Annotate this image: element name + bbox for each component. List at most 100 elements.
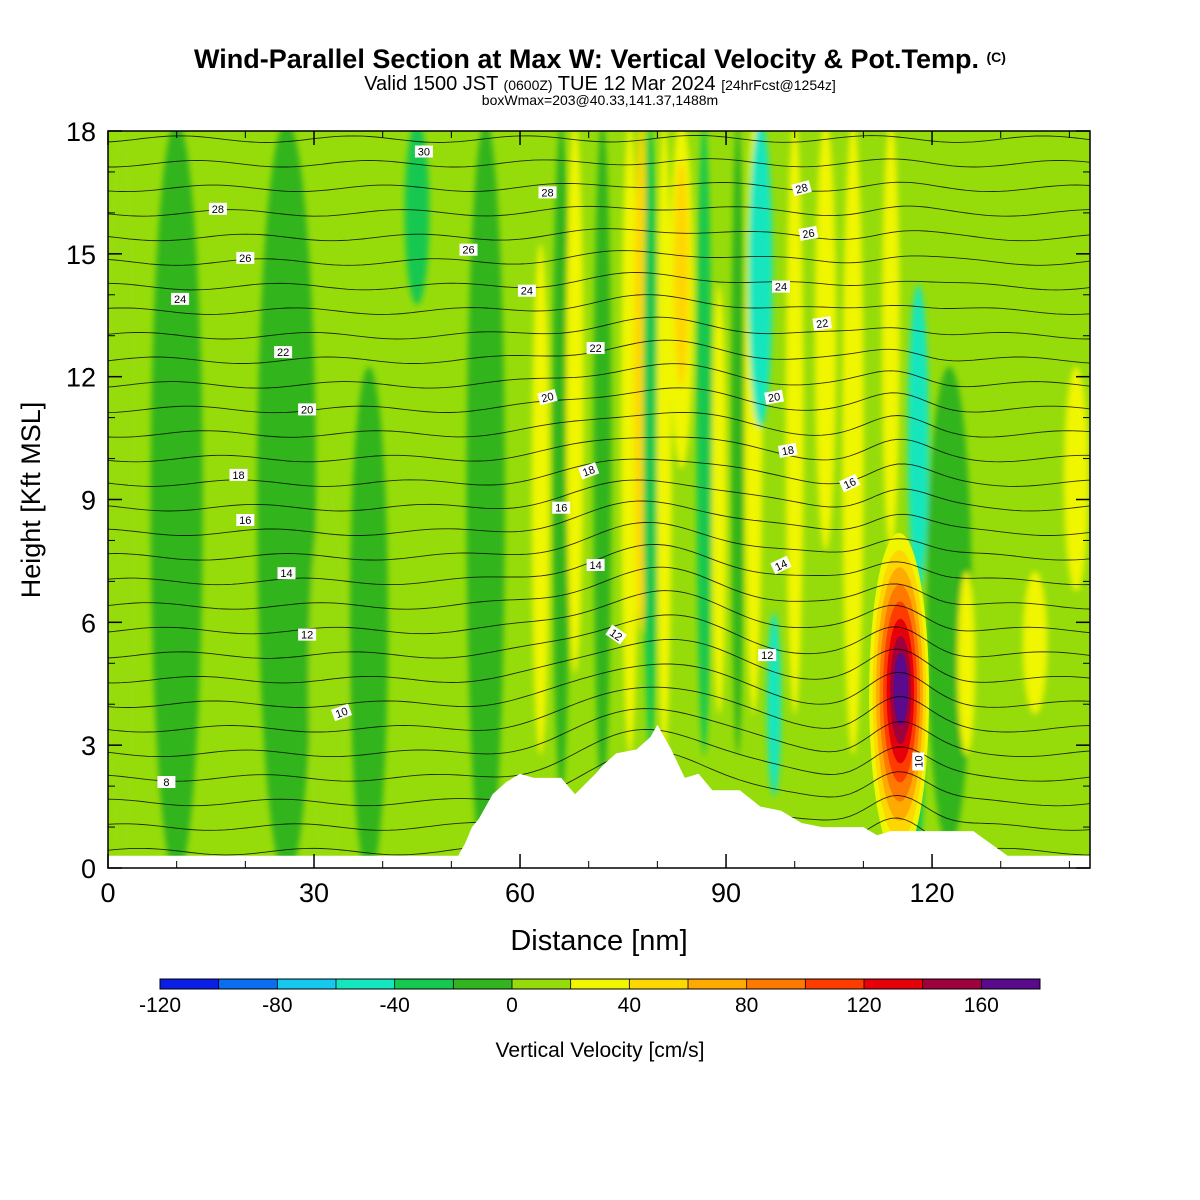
forecast-info: [24hrFcst@1254z]	[721, 77, 836, 93]
colorbar-swatch	[629, 979, 689, 989]
colorbar-tick-label: -80	[262, 994, 292, 1017]
colorbar-swatch	[453, 979, 513, 989]
colorbar-swatch	[512, 979, 572, 989]
w-band	[531, 243, 550, 756]
isentrope	[108, 614, 1090, 659]
w-band	[404, 131, 430, 305]
w-band	[621, 131, 639, 756]
y-tick-label: 0	[81, 854, 96, 884]
isentrope	[108, 205, 1090, 217]
svg-text:16: 16	[239, 515, 251, 527]
contour-label: 16	[839, 473, 861, 493]
y-axis-label: Height [Kft MSL]	[16, 402, 46, 599]
w-band	[643, 131, 658, 756]
w-band	[748, 131, 773, 428]
max-updraft-core	[869, 533, 930, 860]
colorbar-swatch	[746, 979, 806, 989]
svg-text:22: 22	[815, 318, 829, 332]
isentrope	[108, 387, 1090, 414]
chart-title-text: Wind-Parallel Section at Max W: Vertical…	[194, 44, 979, 74]
svg-text:14: 14	[280, 568, 292, 580]
svg-text:28: 28	[212, 204, 224, 216]
colorbar-swatch	[570, 979, 630, 989]
contour-label: 18	[578, 462, 600, 480]
w-band	[308, 489, 347, 868]
colorbar-swatch	[864, 979, 924, 989]
contour-label: 20	[298, 403, 317, 416]
isentrope	[108, 521, 1090, 561]
w-band	[656, 131, 672, 756]
svg-text:18: 18	[781, 444, 795, 458]
colorbar-swatch	[336, 979, 396, 989]
contour-label: 22	[586, 342, 605, 355]
svg-text:12: 12	[761, 650, 773, 662]
x-tick-label: 90	[711, 878, 741, 908]
w-band	[349, 366, 389, 868]
box-wmax-info: boxWmax=203@40.33,141.37,1488m	[481, 92, 719, 108]
isentrope	[108, 158, 1090, 168]
y-tick-label: 9	[81, 486, 96, 516]
colorbar-swatch	[218, 979, 278, 989]
contour-label: 10	[330, 703, 353, 722]
contour-label: 28	[791, 180, 812, 197]
contour-label: 20	[537, 388, 558, 405]
chart-subtitle: Valid 1500 JST (0600Z) TUE 12 Mar 2024 […	[0, 73, 1200, 96]
svg-text:18: 18	[232, 470, 244, 482]
contour-label: 26	[459, 243, 478, 257]
svg-text:24: 24	[521, 286, 533, 298]
w-band	[466, 131, 505, 868]
svg-text:24: 24	[775, 282, 787, 294]
isentrope	[108, 479, 1090, 512]
colorbar-tick-label: 120	[846, 994, 881, 1017]
isentrope	[108, 134, 1090, 143]
x-tick-label: 120	[910, 878, 955, 908]
svg-text:14: 14	[589, 560, 601, 572]
axes: 0 30 60 90 120 0 3 6 9 12 15 18	[66, 117, 1090, 908]
w-band	[696, 131, 712, 756]
svg-text:28: 28	[794, 182, 809, 197]
contour-label: 22	[274, 346, 293, 359]
colorbar-swatch	[277, 979, 337, 989]
w-band	[1022, 571, 1048, 715]
isentrope	[108, 250, 1090, 266]
contour-label: 26	[798, 225, 819, 241]
isentrope	[108, 316, 1090, 340]
colorbar-swatch	[688, 979, 748, 989]
colorbar-swatch	[981, 979, 1041, 989]
colorbar-tick-label: 80	[735, 994, 758, 1017]
isentrope	[108, 728, 1090, 782]
valid-date: TUE 12 Mar 2024	[557, 73, 716, 95]
svg-text:20: 20	[767, 391, 781, 405]
colorbar-tick-label: 0	[506, 994, 518, 1017]
chart-title: Wind-Parallel Section at Max W: Vertical…	[0, 44, 1200, 75]
x-tick-label: 60	[505, 878, 535, 908]
contour-label: 30	[414, 145, 433, 159]
svg-text:8: 8	[163, 777, 169, 789]
isentrope	[108, 458, 1090, 487]
w-band	[673, 161, 689, 387]
svg-text:28: 28	[541, 187, 553, 199]
x-axis-label: Distance [nm]	[510, 925, 687, 957]
colorbar-label: Vertical Velocity [cm/s]	[496, 1039, 705, 1062]
isentrope	[108, 500, 1090, 536]
isentrope	[108, 436, 1090, 463]
colorbar-tick-label: -40	[379, 994, 409, 1017]
isentrope	[108, 411, 1090, 438]
isentrope	[108, 228, 1090, 242]
w-band	[815, 131, 837, 551]
vertical-velocity-field	[108, 131, 1089, 868]
contour-label: 8	[157, 776, 176, 789]
contour-label: 16	[552, 501, 571, 515]
w-band	[552, 131, 571, 797]
contour-label: 14	[770, 555, 792, 575]
plot-area: 30 28 28 28 26 26 26 24 24 24 22 22 22 20 20 20 18 18 18 16…	[108, 131, 1090, 868]
w-band	[108, 131, 138, 868]
contour-label: 22	[812, 316, 832, 331]
contour-label: 12	[758, 649, 777, 662]
w-band	[257, 131, 317, 868]
contour-label: 10	[912, 752, 925, 771]
w-band	[593, 131, 612, 797]
colorbar: -120 -80 -40 0 40 80 120 160	[139, 978, 1041, 1017]
isentrope	[108, 566, 1090, 610]
isentrope	[108, 638, 1090, 684]
